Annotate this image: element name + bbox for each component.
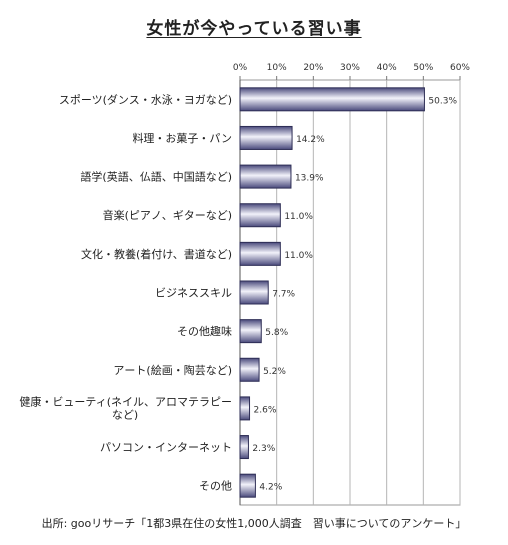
category-label: 文化・教養(着付け、書道など): [81, 247, 232, 261]
source-note: 出所: gooリサーチ「1都3県在住の女性1,000人調査 習い事についてのアン…: [41, 517, 467, 530]
x-tick-label: 40%: [377, 63, 397, 73]
x-tick-label: 60%: [450, 63, 470, 73]
chart-title: 女性が今やっている習い事: [146, 19, 362, 39]
x-tick-label: 0%: [233, 63, 248, 73]
data-label: 5.8%: [265, 328, 288, 338]
x-tick-label: 20%: [303, 63, 323, 73]
data-label: 11.0%: [284, 212, 313, 222]
data-label: 2.6%: [254, 405, 277, 415]
bar: [239, 203, 281, 228]
data-label: 7.7%: [272, 290, 295, 300]
bar: [239, 473, 256, 498]
category-label: アート(絵画・陶芸など): [113, 363, 232, 377]
bar: [239, 319, 262, 344]
data-label: 50.3%: [428, 96, 457, 106]
data-label: 14.2%: [296, 135, 325, 145]
bar: [239, 435, 249, 460]
bar: [239, 396, 251, 421]
bar: [239, 241, 281, 266]
category-label-line: など): [112, 408, 138, 421]
x-tick-label: 10%: [267, 63, 287, 73]
data-label: 2.3%: [252, 444, 275, 454]
category-label: 健康・ビューティ(ネイル、アロマテラピーなど): [19, 394, 232, 421]
category-label-line: 健康・ビューティ(ネイル、アロマテラピー: [19, 394, 232, 408]
category-label: その他: [199, 480, 232, 493]
bar: [239, 280, 269, 305]
category-label: パソコン・インターネット: [100, 441, 232, 454]
category-label: 料理・お菓子・パン: [132, 131, 232, 145]
category-label: 音楽(ピアノ、ギターなど): [103, 208, 232, 222]
data-label: 5.2%: [263, 367, 286, 377]
data-label: 4.2%: [259, 483, 282, 493]
bar: [239, 125, 293, 150]
data-label: 13.9%: [295, 174, 324, 184]
bar: [239, 87, 425, 112]
category-label: ビジネススキル: [155, 287, 232, 300]
x-tick-label: 50%: [413, 63, 433, 73]
x-tick-label: 30%: [340, 63, 360, 73]
category-label: スポーツ(ダンス・水泳・ヨガなど): [59, 92, 232, 106]
bar: [239, 357, 260, 382]
bar: [239, 164, 292, 189]
category-label: 語学(英語、仏語、中国語など): [80, 170, 232, 184]
category-label: その他趣味: [177, 324, 232, 338]
data-label: 11.0%: [284, 251, 313, 261]
